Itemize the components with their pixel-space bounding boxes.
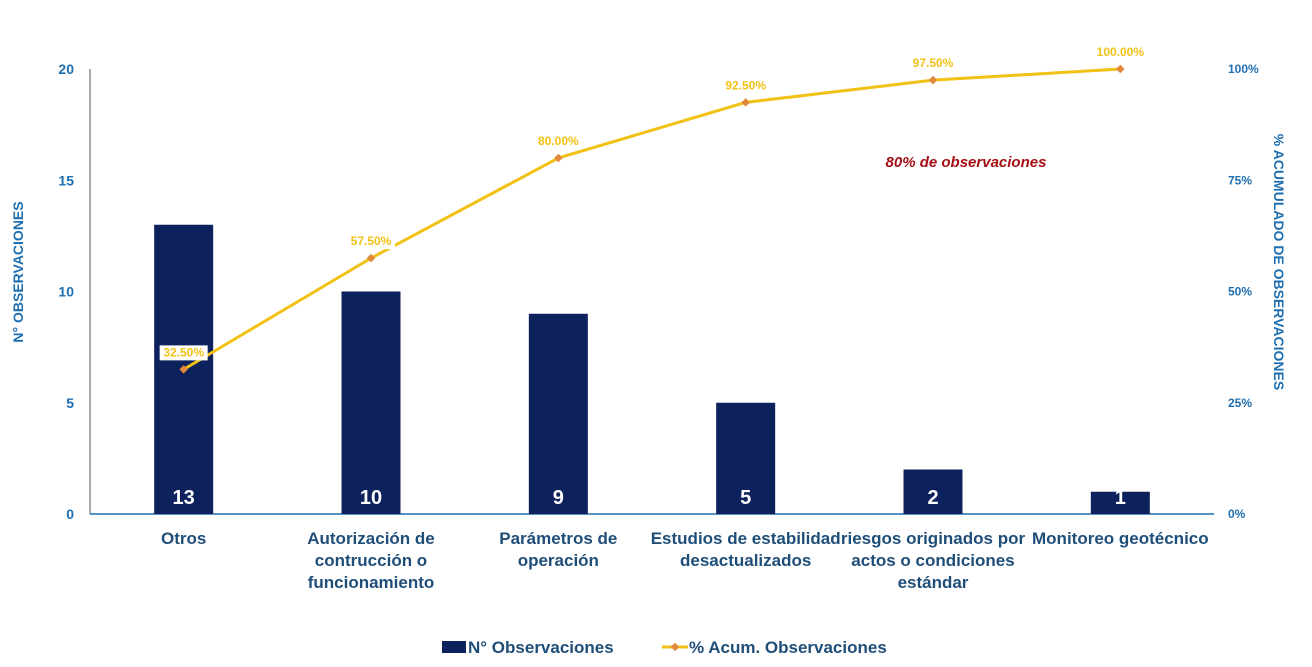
cumulative-value-label: 80.00%	[538, 134, 579, 148]
pct-label-bg	[159, 345, 208, 361]
y-tick-label: 20	[58, 61, 74, 77]
cumulative-value-label: 100.00%	[1097, 45, 1145, 59]
y2-axis-title: % ACUMULADO DE OBSERVACIONES	[1271, 134, 1287, 390]
pct-label-bg	[534, 134, 583, 149]
bars	[154, 224, 1150, 514]
y2-tick-label: 25%	[1228, 396, 1252, 410]
pct-label-bg	[909, 56, 957, 72]
x-tick-label: Otros	[161, 529, 206, 548]
pct-label-bg	[721, 78, 770, 94]
line-marker	[1116, 64, 1125, 74]
y-tick-label: 0	[66, 506, 74, 522]
bar	[341, 291, 401, 514]
legend-line-marker	[670, 642, 680, 652]
bar	[528, 313, 588, 514]
x-tick-label: riesgos originados por actos o condicione…	[841, 529, 1026, 592]
annotation-80-percent: 80% de observaciones	[886, 154, 1047, 171]
line-marker	[366, 253, 376, 263]
bar	[1090, 491, 1150, 514]
pct-label-bg	[1092, 45, 1148, 60]
labels: 13 10 9 5 2 1 32.50% 57.50% 80.00% 92.50% 97.50% 10…	[159, 45, 1148, 509]
y-axis-title: N° OBSERVACIONES	[10, 201, 26, 342]
bar-value-label: 2	[927, 487, 938, 509]
legend: N° Observaciones % Acum. Observaciones	[442, 638, 887, 657]
y2-tick-label: 100%	[1228, 62, 1259, 76]
cumulative-value-label: 92.50%	[725, 78, 766, 92]
line-marker	[741, 98, 750, 107]
legend-bar-swatch	[442, 641, 466, 653]
y-tick-label: 15	[58, 172, 74, 188]
cumulative-line	[179, 64, 1125, 374]
y-tick-label: 5	[66, 395, 74, 411]
cumulative-line-path	[182, 67, 1121, 371]
x-tick-label: Estudios de estabilidad desactualizados	[651, 529, 841, 570]
bar-value-label: 5	[740, 487, 751, 509]
bar-value-label: 9	[553, 487, 564, 509]
bar-value-label: 10	[360, 487, 382, 509]
y-tick-label: 10	[58, 284, 74, 300]
line-marker	[928, 75, 938, 85]
x-tick-label: Autorización de contrucción o funcionamien…	[307, 529, 435, 592]
cumulative-value-label: 32.50%	[163, 345, 204, 359]
x-tick-label: Monitoreo geotécnico	[1032, 529, 1209, 548]
bar	[903, 469, 963, 514]
bar	[716, 402, 776, 514]
line-marker	[179, 365, 188, 374]
bar-value-label: 13	[173, 487, 195, 509]
y2-tick-label: 75%	[1228, 173, 1252, 187]
cumulative-value-label: 97.50%	[913, 56, 954, 70]
x-tick-label: Parámetros de operación	[499, 529, 617, 570]
y2-tick-label: 0%	[1228, 507, 1246, 521]
cumulative-value-label: 57.50%	[351, 234, 392, 248]
legend-bar-label: N° Observaciones	[468, 638, 614, 657]
y2-tick-label: 50%	[1228, 285, 1252, 299]
pct-label-bg	[347, 234, 395, 250]
legend-line-label: % Acum. Observaciones	[689, 638, 887, 657]
bar-value-label: 1	[1115, 487, 1126, 509]
